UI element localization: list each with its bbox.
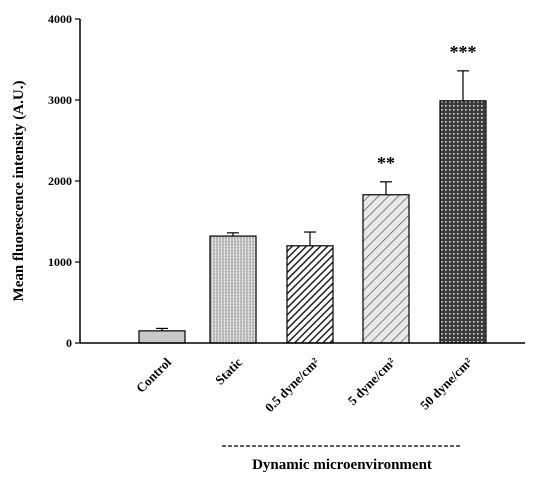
bar — [209, 235, 257, 344]
y-tick-label: 3000 — [48, 93, 72, 107]
bar — [286, 245, 334, 344]
x-category-label: Static — [212, 354, 245, 387]
x-category-label: 0.5 dyne/cm² — [262, 354, 322, 414]
x-category-label: 50 dyne/cm² — [417, 354, 475, 412]
group-label: Dynamic microenvironment — [252, 457, 432, 473]
y-axis-title: Mean fluorescence intensity (A.U.) — [11, 81, 27, 302]
x-categories-group: Control Static 0.5 dyne/cm² 5 dyne/cm² 50 dy… — [133, 354, 475, 415]
y-tick-label: 2000 — [48, 174, 72, 188]
y-tick-label: 1000 — [48, 255, 72, 269]
y-tick-label: 0 — [66, 336, 72, 350]
error-bars-group — [156, 70, 469, 331]
x-category-label: 5 dyne/cm² — [345, 354, 399, 408]
y-tick-label: 4000 — [48, 12, 72, 26]
x-category-label: Control — [133, 354, 174, 395]
significance-marker: *** — [450, 42, 477, 62]
bar — [138, 330, 186, 344]
bar — [362, 194, 410, 344]
significance-marker: ** — [377, 153, 395, 173]
y-ticks-group: 0 1000 2000 3000 4000 — [48, 12, 80, 350]
bar — [439, 100, 487, 344]
bars-group — [138, 100, 487, 344]
significance-group: ***** — [377, 42, 477, 173]
